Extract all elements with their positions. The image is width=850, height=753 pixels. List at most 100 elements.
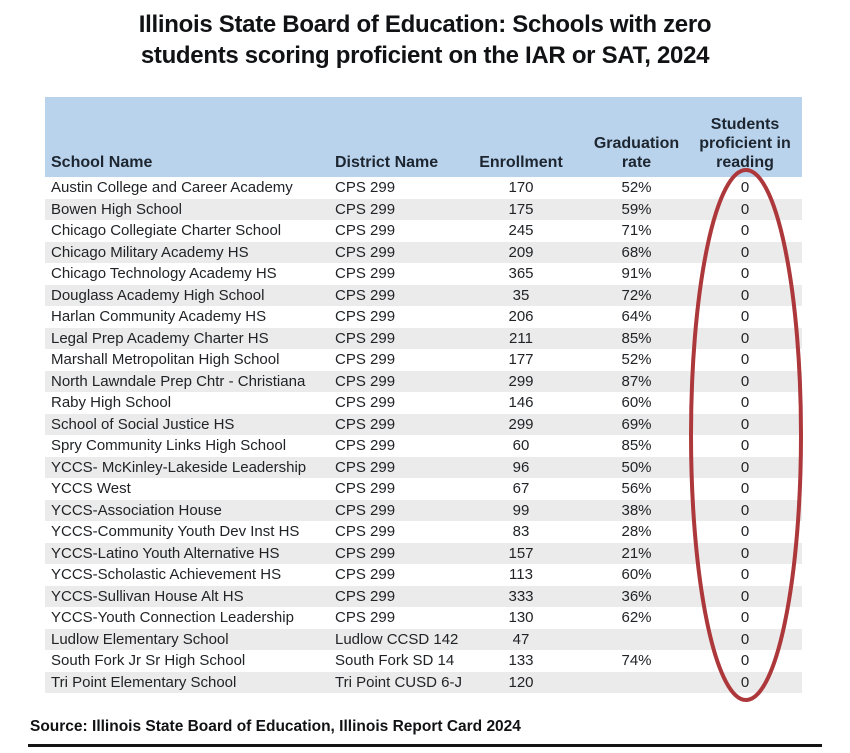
cell-district-name: CPS 299 <box>335 566 396 583</box>
bottom-rule <box>28 744 822 747</box>
cell-school-name: YCCS-Youth Connection Leadership <box>51 609 294 626</box>
cell-students-proficient: 0 <box>740 609 750 626</box>
table-row: YCCS-Sullivan House Alt HS CPS 299 333 3… <box>45 585 802 607</box>
table-row: Marshall Metropolitan High School CPS 29… <box>45 349 802 371</box>
cell-students-proficient: 0 <box>740 415 750 433</box>
cell-graduation-rate: 85% <box>621 329 652 347</box>
cell-school-name: YCCS-Sullivan House Alt HS <box>51 587 244 605</box>
cell-graduation-rate: 60% <box>621 566 652 583</box>
cell-enrollment: 130 <box>508 609 534 626</box>
table-row: Bowen High School CPS 299 175 59% 0 <box>45 198 802 220</box>
cell-students-proficient: 0 <box>740 372 750 390</box>
col-header-enrollment: Enrollment <box>479 154 563 171</box>
cell-graduation-rate: 50% <box>621 458 652 476</box>
cell-students-proficient: 0 <box>740 523 750 540</box>
cell-enrollment: 206 <box>508 308 534 325</box>
cell-graduation-rate: 69% <box>621 415 652 433</box>
cell-students-proficient: 0 <box>740 652 750 669</box>
cell-students-proficient: 0 <box>740 243 750 261</box>
cell-school-name: Ludlow Elementary School <box>51 630 229 648</box>
cell-students-proficient: 0 <box>740 394 750 411</box>
cell-school-name: Harlan Community Academy HS <box>51 308 267 325</box>
cell-district-name: CPS 299 <box>335 394 396 411</box>
cell-school-name: YCCS-Latino Youth Alternative HS <box>51 544 280 562</box>
cell-district-name: CPS 299 <box>335 437 396 454</box>
cell-school-name: Legal Prep Academy Charter HS <box>51 329 269 347</box>
cell-enrollment: 67 <box>512 480 530 497</box>
cell-students-proficient: 0 <box>740 437 750 454</box>
source-text: Source: Illinois State Board of Educatio… <box>30 718 521 735</box>
table-row: North Lawndale Prep Chtr - Christiana CP… <box>45 370 802 392</box>
cell-school-name: YCCS- McKinley-Lakeside Leadership <box>51 458 307 476</box>
cell-district-name: CPS 299 <box>335 308 396 325</box>
cell-students-proficient: 0 <box>740 286 750 304</box>
table-row: YCCS- McKinley-Lakeside Leadership CPS 2… <box>45 456 802 478</box>
cell-district-name: CPS 299 <box>335 351 396 368</box>
page-title-line1: Illinois State Board of Education: Schoo… <box>138 11 712 38</box>
table-row: South Fork Jr Sr High School South Fork … <box>45 650 802 672</box>
cell-school-name: YCCS-Scholastic Achievement HS <box>51 566 282 583</box>
cell-school-name: Spry Community Links High School <box>51 437 287 454</box>
cell-graduation-rate: 21% <box>621 544 652 562</box>
cell-district-name: CPS 299 <box>335 329 396 347</box>
cell-graduation-rate: 64% <box>621 308 652 325</box>
cell-school-name: Chicago Military Academy HS <box>51 243 249 261</box>
cell-school-name: Raby High School <box>51 394 172 411</box>
cell-graduation-rate: 52% <box>621 351 652 368</box>
cell-school-name: Douglass Academy High School <box>51 286 265 304</box>
table-row: YCCS-Community Youth Dev Inst HS CPS 299… <box>45 521 802 543</box>
table-row: YCCS-Youth Connection Leadership CPS 299… <box>45 607 802 629</box>
col-header-students-proficient: Students proficient in reading <box>699 116 791 171</box>
cell-school-name: North Lawndale Prep Chtr - Christiana <box>51 372 306 390</box>
cell-enrollment: 299 <box>508 372 534 390</box>
cell-enrollment: 245 <box>508 222 534 239</box>
cell-enrollment: 177 <box>508 351 534 368</box>
cell-district-name: CPS 299 <box>335 458 396 476</box>
cell-graduation-rate: 62% <box>621 609 652 626</box>
table-row: Austin College and Career Academy CPS 29… <box>45 177 802 199</box>
cell-district-name: CPS 299 <box>335 501 396 519</box>
cell-enrollment: 120 <box>508 673 534 691</box>
cell-enrollment: 157 <box>508 544 534 562</box>
cell-students-proficient: 0 <box>740 179 750 196</box>
cell-district-name: Ludlow CCSD 142 <box>335 630 459 648</box>
cell-graduation-rate: 59% <box>621 200 652 218</box>
table-row: YCCS-Latino Youth Alternative HS CPS 299… <box>45 542 802 564</box>
cell-enrollment: 175 <box>508 200 534 218</box>
cell-graduation-rate: 60% <box>621 394 652 411</box>
cell-enrollment: 83 <box>512 523 530 540</box>
cell-school-name: Chicago Collegiate Charter School <box>51 222 282 239</box>
cell-district-name: CPS 299 <box>335 179 396 196</box>
cell-graduation-rate: 71% <box>621 222 652 239</box>
cell-graduation-rate: 85% <box>621 437 652 454</box>
cell-enrollment: 365 <box>508 265 534 282</box>
cell-students-proficient: 0 <box>740 630 750 648</box>
cell-enrollment: 170 <box>508 179 534 196</box>
cell-students-proficient: 0 <box>740 458 750 476</box>
table-row: Spry Community Links High School CPS 299… <box>45 435 802 457</box>
table-row: School of Social Justice HS CPS 299 299 … <box>45 413 802 435</box>
page-title: Illinois State Board of Education: Schoo… <box>0 9 850 71</box>
cell-students-proficient: 0 <box>740 351 750 368</box>
cell-graduation-rate: 36% <box>621 587 652 605</box>
cell-district-name: CPS 299 <box>335 609 396 626</box>
cell-district-name: CPS 299 <box>335 222 396 239</box>
table-row: YCCS-Association House CPS 299 99 38% 0 <box>45 499 802 521</box>
cell-students-proficient: 0 <box>740 200 750 218</box>
cell-district-name: CPS 299 <box>335 544 396 562</box>
cell-students-proficient: 0 <box>740 265 750 282</box>
page-title-line2: students scoring proficient on the IAR o… <box>140 42 710 69</box>
cell-students-proficient: 0 <box>740 329 750 347</box>
cell-district-name: CPS 299 <box>335 243 396 261</box>
table-row: Tri Point Elementary School Tri Point CU… <box>45 671 802 693</box>
table-row: YCCS West CPS 299 67 56% 0 <box>45 478 802 500</box>
cell-school-name: School of Social Justice HS <box>51 415 235 433</box>
cell-district-name: CPS 299 <box>335 523 396 540</box>
table-row: Chicago Military Academy HS CPS 299 209 … <box>45 241 802 263</box>
cell-graduation-rate: 74% <box>621 652 652 669</box>
cell-enrollment: 211 <box>509 329 533 347</box>
cell-school-name: Marshall Metropolitan High School <box>51 351 280 368</box>
cell-graduation-rate: 52% <box>621 179 652 196</box>
cell-school-name: YCCS-Community Youth Dev Inst HS <box>51 523 300 540</box>
